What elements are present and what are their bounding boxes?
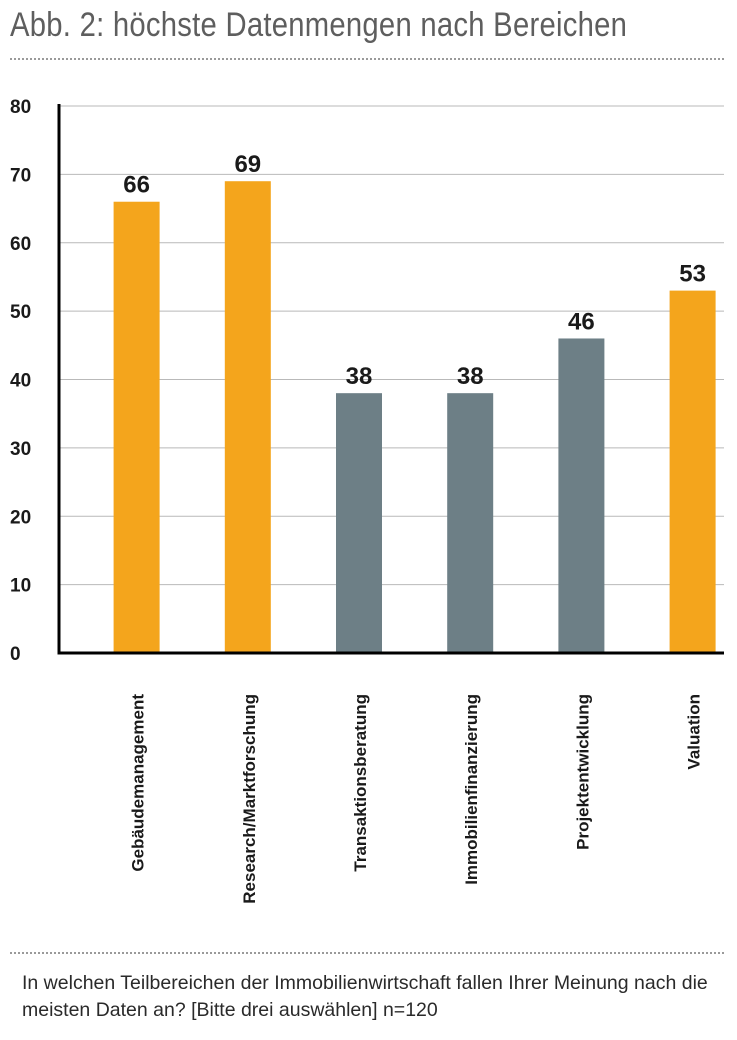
y-tick-label: 50 [10,302,31,323]
bar-chart: 0 10 20 30 40 50 60 70 80 66 Gebäudemanagement 69 Re… [10,97,724,904]
bar-value-label: 69 [234,151,261,178]
bar [113,201,160,653]
bar [336,393,382,653]
y-tick-label: 20 [10,507,31,528]
x-category-label: Valuation [685,694,704,770]
y-tick-label: 0 [10,644,21,665]
y-tick-label: 10 [10,576,31,597]
y-tick-label: 30 [10,439,31,460]
x-category-label: Transaktionsberatung [351,694,370,872]
bar-value-label: 53 [679,261,706,288]
bar [447,393,494,653]
bars [113,181,716,653]
bottom-divider [10,952,724,954]
y-tick-label: 60 [10,234,31,255]
chart-title: Abb. 2: höchste Datenmengen nach Bereich… [10,6,628,44]
y-tick-label: 40 [10,371,31,392]
x-category-label: Research/Marktforschung [240,694,259,904]
bar-value-label: 46 [568,308,595,335]
labels: 0 10 20 30 40 50 60 70 80 66 Gebäudemanagement 69 Re… [10,97,706,904]
bar-value-label: 66 [123,172,150,199]
bar [669,290,716,653]
bar-value-label: 38 [457,363,484,390]
y-tick-label: 70 [10,165,31,186]
y-tick-label: 80 [10,97,31,118]
survey-question-caption: In welchen Teilbereichen der Immobilienw… [22,972,708,1021]
bar [558,338,605,653]
axes [57,104,724,655]
x-category-label: Projektentwicklung [573,694,592,850]
gridlines [59,105,724,586]
top-divider [10,58,724,60]
bar-value-label: 38 [346,363,373,390]
bar [224,181,271,653]
x-category-label: Gebäudemanagement [129,694,148,872]
x-category-label: Immobilienfinanzierung [462,694,481,885]
